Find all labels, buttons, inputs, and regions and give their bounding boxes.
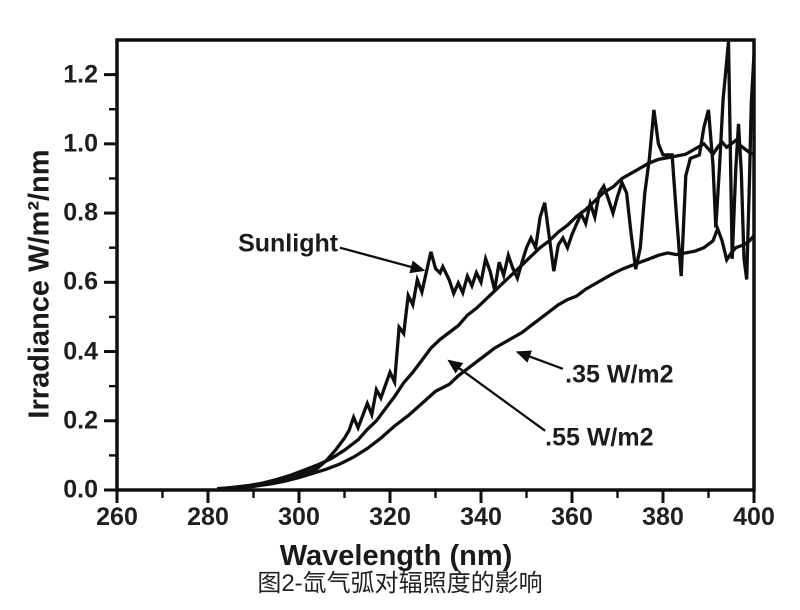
x-tick-label-320: 320 bbox=[369, 503, 411, 531]
y-tick-label-0.2: 0.2 bbox=[63, 406, 98, 435]
annotation-arrow-0 bbox=[339, 246, 426, 274]
y-tick-label-0.4: 0.4 bbox=[63, 337, 98, 366]
y-axis-title: Irradiance W/m²/nm bbox=[23, 149, 56, 419]
y-tick-label-0.6: 0.6 bbox=[63, 267, 98, 296]
y-tick-label-1.0: 1.0 bbox=[63, 129, 98, 158]
y-tick-label-0.0: 0.0 bbox=[63, 475, 98, 504]
y-tick-label-0.8: 0.8 bbox=[63, 198, 98, 227]
annotation-035-wm2: .35 W/m2 bbox=[565, 360, 674, 389]
x-tick-label-360: 360 bbox=[551, 503, 593, 531]
y-tick-label-1.2: 1.2 bbox=[63, 60, 98, 89]
figure-caption: 图2-氙气弧对辐照度的影响 bbox=[257, 570, 543, 597]
annotation-arrow-2 bbox=[447, 359, 546, 432]
annotation-sunlight: Sunlight bbox=[238, 229, 339, 258]
series-line--35-w-m2 bbox=[230, 224, 756, 491]
series-line--55-w-m2 bbox=[221, 138, 755, 491]
x-axis-title: Wavelength (nm) bbox=[279, 540, 513, 572]
x-tick-label-380: 380 bbox=[642, 503, 684, 531]
x-tick-label-340: 340 bbox=[460, 503, 502, 531]
x-tick-label-280: 280 bbox=[187, 503, 229, 531]
series-line-sunlight bbox=[216, 41, 756, 491]
x-tick-label-400: 400 bbox=[733, 503, 775, 531]
x-tick-label-260: 260 bbox=[96, 503, 138, 531]
annotation-055-wm2: .55 W/m2 bbox=[545, 423, 654, 452]
annotation-arrow-1 bbox=[515, 350, 564, 370]
x-tick-label-300: 300 bbox=[278, 503, 320, 531]
